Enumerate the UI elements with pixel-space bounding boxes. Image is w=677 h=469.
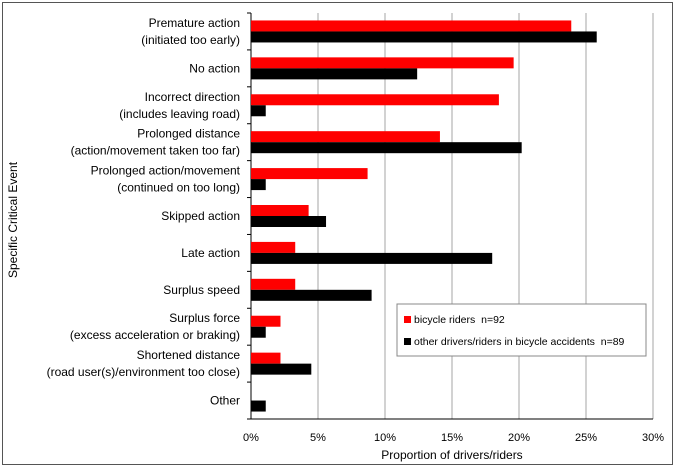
bars — [251, 20, 597, 412]
bar-other-drivers — [251, 363, 312, 375]
legend-box — [396, 303, 647, 357]
category-label: (road user(s)/environment too close) — [47, 365, 240, 379]
x-tick-label: 20% — [508, 432, 530, 444]
x-tick-label: 25% — [575, 432, 597, 444]
category-label: Surplus force — [169, 311, 240, 325]
y-axis-title: Specific Critical Event — [6, 161, 20, 278]
bar-other-drivers — [251, 105, 266, 117]
bar-other-drivers — [251, 326, 266, 338]
category-label: Prolonged distance — [137, 127, 240, 141]
x-tick-label: 15% — [441, 432, 463, 444]
bar-bicycle-riders — [251, 205, 309, 216]
bar-other-drivers — [251, 31, 597, 43]
bar-bicycle-riders — [251, 131, 440, 143]
bar-other-drivers — [251, 68, 418, 80]
chart-frame — [2, 2, 673, 465]
x-tick-label: 5% — [310, 432, 326, 444]
x-tick-label: 0% — [243, 432, 259, 444]
category-label: (includes leaving road) — [119, 107, 240, 121]
bar-other-drivers — [251, 289, 372, 301]
bar-bicycle-riders — [251, 57, 514, 69]
bar-bicycle-riders — [251, 352, 281, 364]
bar-bicycle-riders — [251, 20, 572, 32]
category-label: Skipped action — [161, 209, 240, 223]
x-axis-title: Proportion of drivers/riders — [381, 448, 522, 462]
bar-bicycle-riders — [251, 168, 368, 180]
category-label: Late action — [181, 246, 240, 260]
category-label: (continued on too long) — [117, 181, 240, 195]
legend: bicycle riders n=92 other drivers/riders… — [396, 303, 647, 357]
category-label: No action — [189, 61, 240, 75]
category-labels: Premature action (initiated too early) No … — [47, 16, 241, 408]
category-label: Other — [210, 394, 240, 408]
bar-other-drivers — [251, 179, 266, 191]
legend-label-other-drivers: other drivers/riders in bicycle accident… — [414, 336, 625, 348]
legend-swatch-other-drivers — [404, 338, 411, 345]
x-tick-label: 10% — [374, 432, 396, 444]
x-tick-label: 30% — [642, 432, 664, 444]
category-label: (action/movement taken too far) — [71, 144, 240, 158]
category-label: Incorrect direction — [145, 90, 240, 104]
category-label: Shortened distance — [137, 348, 241, 362]
bar-other-drivers — [251, 216, 327, 227]
legend-swatch-bicycle-riders — [404, 316, 411, 323]
bar-bicycle-riders — [251, 94, 499, 106]
x-tick-labels: 0% 5% 10% 15% 20% 25% 30% — [243, 432, 664, 444]
bar-other-drivers — [251, 142, 522, 154]
bar-other-drivers — [251, 252, 493, 264]
category-label: (excess acceleration or braking) — [70, 328, 240, 342]
category-label: Premature action — [149, 16, 240, 30]
category-label: Surplus speed — [163, 283, 240, 297]
bar-other-drivers — [251, 400, 266, 412]
bar-bicycle-riders — [251, 315, 281, 327]
bar-bicycle-riders — [251, 278, 296, 290]
bar-bicycle-riders — [251, 241, 296, 253]
category-label: (initiated too early) — [141, 33, 240, 47]
category-label: Prolonged action/movement — [91, 164, 241, 178]
legend-label-bicycle-riders: bicycle riders n=92 — [414, 314, 505, 326]
